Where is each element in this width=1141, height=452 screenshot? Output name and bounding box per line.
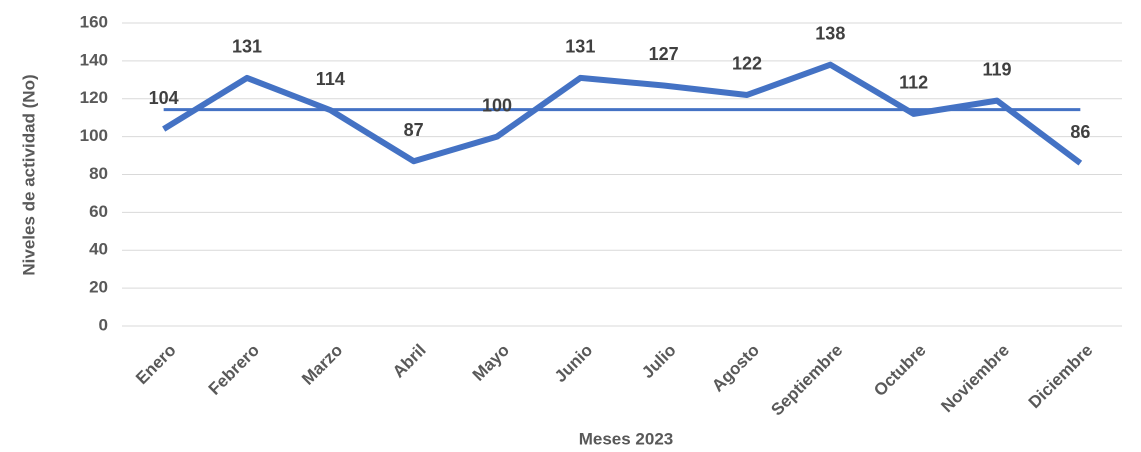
- data-label: 122: [732, 54, 762, 74]
- x-tick-label: Septiembre: [767, 341, 846, 420]
- y-tick-label: 80: [89, 164, 108, 183]
- y-tick-label: 100: [80, 126, 108, 145]
- y-tick-label: 120: [80, 88, 108, 107]
- x-axis-title: Meses 2023: [579, 429, 674, 448]
- data-label: 131: [565, 37, 595, 57]
- x-tick-label: Abril: [389, 341, 430, 382]
- data-label: 119: [982, 59, 1011, 79]
- data-label: 127: [649, 44, 679, 64]
- x-tick-label: Junio: [551, 341, 596, 386]
- x-tick-label: Octubre: [870, 341, 930, 401]
- x-tick-label: Marzo: [298, 341, 346, 389]
- x-tick-label: Agosto: [708, 341, 763, 396]
- x-tick-label: Enero: [132, 341, 180, 389]
- y-tick-label: 20: [89, 278, 108, 297]
- y-tick-label: 40: [89, 240, 108, 259]
- y-tick-label: 160: [80, 12, 108, 31]
- data-label: 131: [232, 37, 262, 57]
- x-tick-label: Mayo: [469, 341, 513, 385]
- data-label: 112: [899, 73, 928, 93]
- data-label: 104: [149, 88, 179, 108]
- data-line: [162, 61, 1083, 166]
- x-tick-label: Julio: [638, 341, 679, 382]
- x-tick-label: Febrero: [205, 341, 263, 399]
- data-label: 138: [815, 23, 845, 43]
- data-label: 86: [1070, 122, 1090, 142]
- y-axis-title: Niveles de actividad (No): [19, 74, 38, 275]
- y-tick-label: 60: [89, 202, 108, 221]
- y-tick-label: 140: [80, 50, 108, 69]
- y-tick-label: 0: [99, 315, 108, 334]
- data-label: 87: [404, 120, 424, 140]
- x-tick-label: Noviembre: [937, 341, 1013, 417]
- x-tick-label: Diciembre: [1025, 341, 1097, 413]
- data-label: 100: [482, 95, 512, 115]
- data-label: 114: [316, 69, 345, 89]
